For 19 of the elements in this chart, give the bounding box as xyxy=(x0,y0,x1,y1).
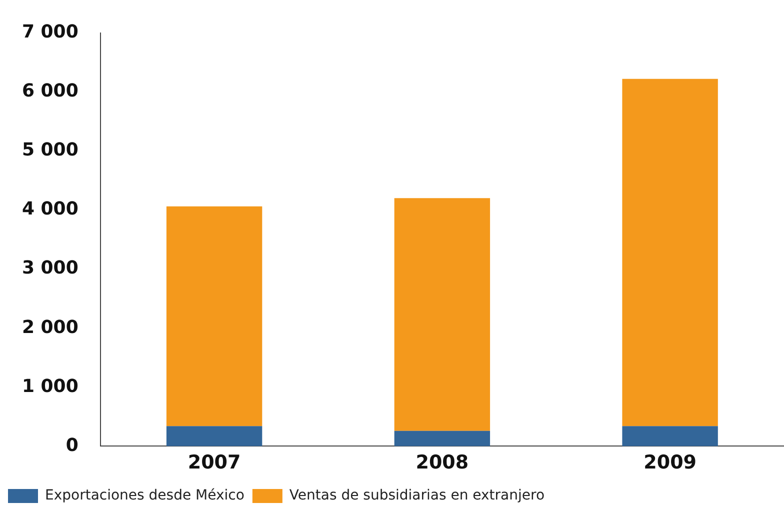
y-tick-label: 2 000 xyxy=(22,316,78,338)
bar xyxy=(166,206,262,426)
bar xyxy=(166,426,262,446)
bar xyxy=(394,430,490,446)
bar xyxy=(622,426,718,446)
y-tick-label: 0 xyxy=(66,434,78,456)
y-tick-label: 6 000 xyxy=(22,80,78,102)
y-tick-label: 1 000 xyxy=(22,376,78,397)
y-tick-label: 3 000 xyxy=(22,258,78,279)
x-tick-label: 2009 xyxy=(644,452,697,474)
bar xyxy=(394,198,490,431)
y-tick-label: 4 000 xyxy=(22,198,78,220)
y-tick-label: 7 000 xyxy=(22,21,78,42)
x-tick-label: 2008 xyxy=(416,452,469,474)
x-tick-label: 2007 xyxy=(188,452,241,474)
y-tick-label: 5 000 xyxy=(22,140,78,161)
bar xyxy=(622,78,718,426)
legend-label: Exportaciones desde México xyxy=(45,488,244,504)
legend-label: Ventas de subsidiarias en extranjero xyxy=(289,488,545,504)
